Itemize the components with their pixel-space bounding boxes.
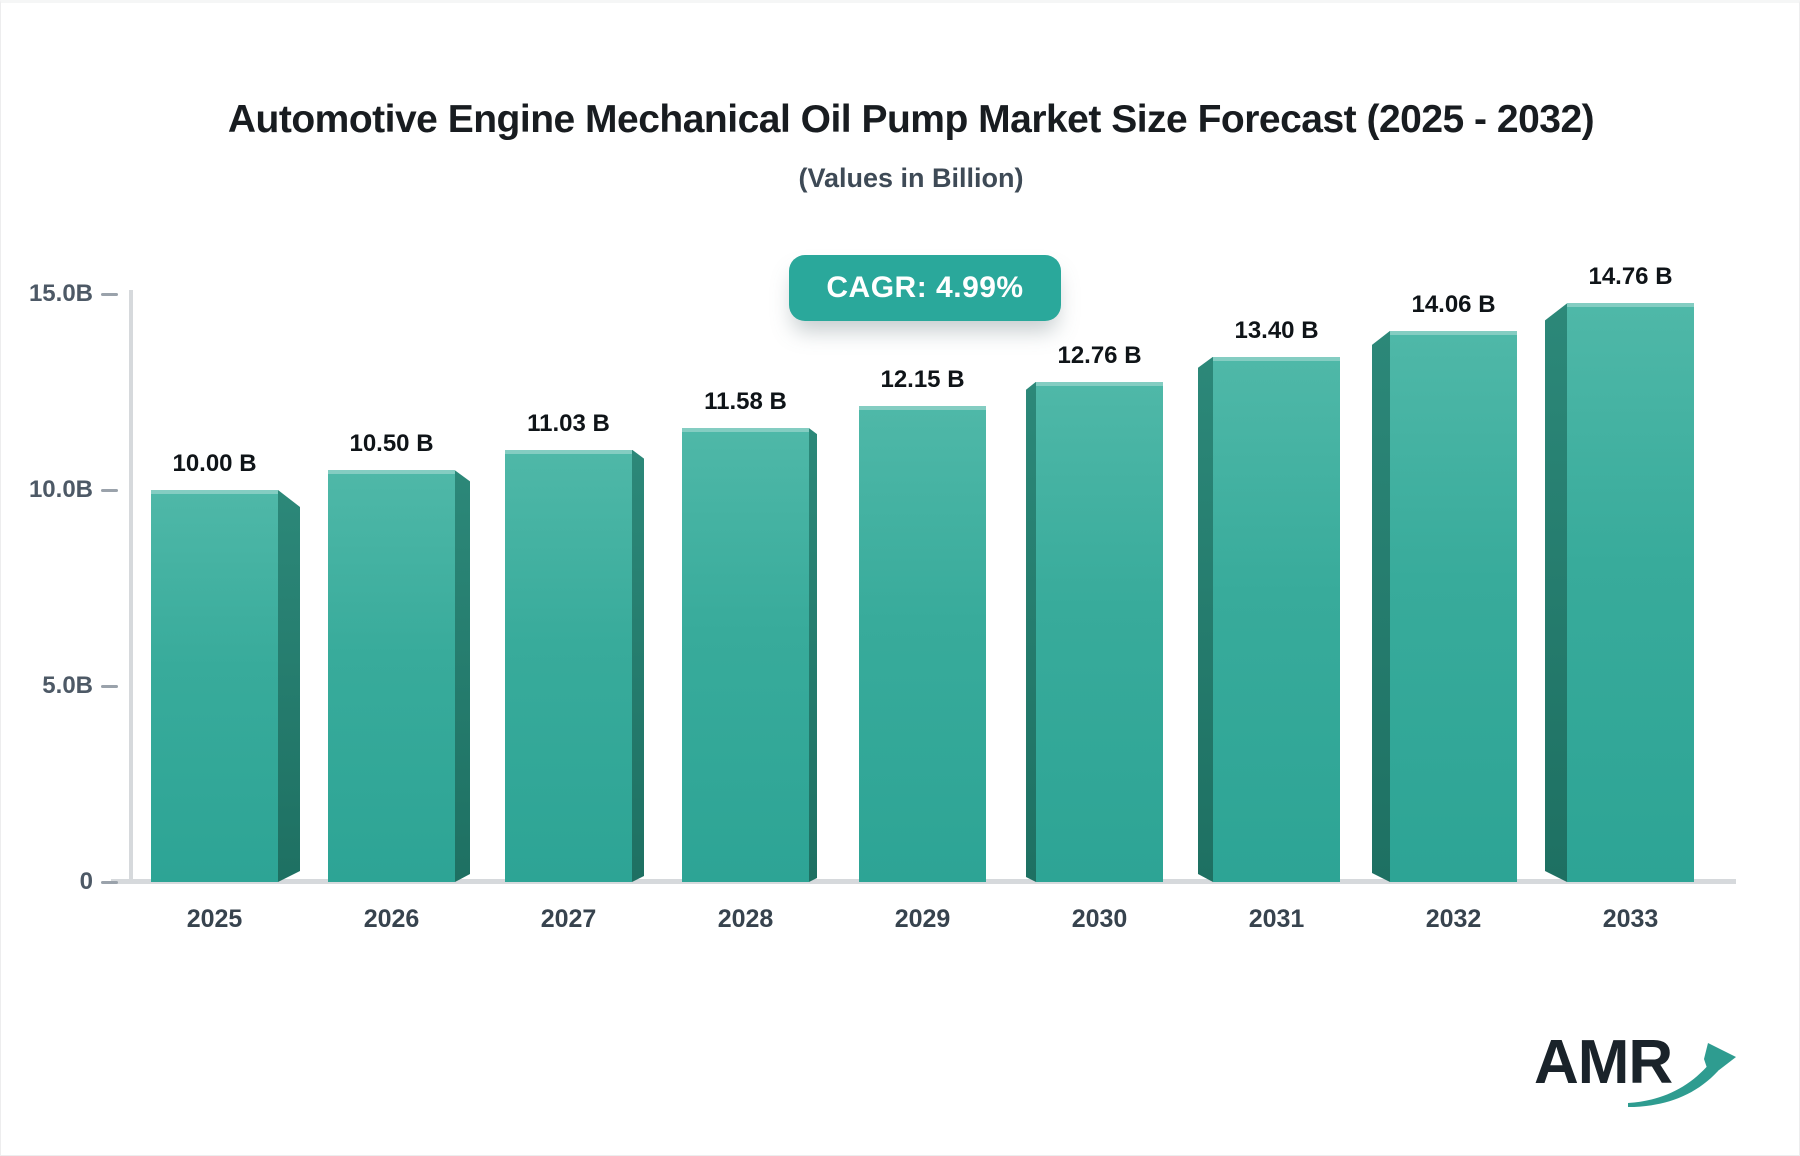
bar-value-label: 10.50 B — [349, 430, 434, 458]
x-axis-label-2030: 2030 — [1071, 905, 1128, 933]
chart-subtitle: (Values in Billion) — [798, 163, 1024, 193]
x-axis-label-2025: 2025 — [186, 905, 243, 933]
bar-top-highlight — [682, 428, 809, 433]
bar-value-label: 14.76 B — [1588, 263, 1673, 291]
y-tick-mark — [101, 880, 118, 884]
x-axis-label-2032: 2032 — [1425, 905, 1482, 933]
bar-2032 — [1390, 330, 1517, 882]
bar-side-2032 — [1372, 331, 1390, 882]
y-tick-mark — [101, 684, 118, 688]
bar-top-highlight — [505, 449, 632, 454]
bar-2026 — [328, 470, 455, 882]
bar-top-highlight — [1036, 381, 1163, 386]
bar-value-label: 13.40 B — [1234, 316, 1319, 344]
y-tick-mark — [101, 292, 118, 296]
bar-2033 — [1567, 303, 1694, 882]
bar-top-highlight — [151, 490, 278, 494]
bar-2028 — [682, 428, 809, 882]
bar-top-highlight — [1390, 330, 1517, 335]
bar-top-highlight — [1567, 303, 1694, 308]
bar-side-2027 — [632, 450, 644, 882]
bar-side-2030 — [1026, 382, 1036, 882]
bar-top-highlight — [328, 470, 455, 475]
bar-side-2026 — [455, 470, 470, 882]
growth-arrow-icon — [1628, 1043, 1736, 1107]
x-axis-label-2029: 2029 — [894, 905, 951, 933]
y-tick-label: 15.0B — [28, 280, 93, 307]
bar-2027 — [505, 449, 632, 882]
bar-2025 — [151, 490, 278, 882]
bar-top-highlight — [859, 405, 986, 410]
x-axis-label-2033: 2033 — [1602, 905, 1659, 933]
bar-side-2031 — [1198, 357, 1213, 882]
y-tick-mark — [101, 488, 118, 492]
bar-value-label: 12.15 B — [880, 365, 965, 393]
x-axis-label-2026: 2026 — [363, 905, 420, 933]
bar-2029 — [859, 405, 986, 882]
bar-value-label: 14.06 B — [1411, 290, 1496, 318]
bar-top-highlight — [1213, 356, 1340, 361]
y-tick-label: 5.0B — [42, 672, 93, 699]
x-axis-label-2027: 2027 — [540, 905, 597, 933]
bar-2031 — [1213, 356, 1340, 882]
y-axis-line — [129, 290, 133, 884]
bar-value-label: 10.00 B — [172, 450, 257, 477]
bar-side-2028 — [809, 428, 817, 882]
chart-title: Automotive Engine Mechanical Oil Pump Ma… — [227, 98, 1595, 141]
y-tick-label: 10.0B — [28, 476, 93, 503]
cagr-badge: CAGR: 4.99% — [789, 255, 1061, 321]
bar-side-2025 — [278, 490, 300, 882]
bar-value-label: 11.03 B — [527, 409, 610, 437]
bar-value-label: 12.76 B — [1057, 341, 1142, 369]
bar-side-2033 — [1545, 303, 1567, 882]
amr-logo-text: AMR — [1534, 1028, 1673, 1097]
x-axis-label-2031: 2031 — [1248, 905, 1305, 933]
bar-2030 — [1036, 381, 1163, 882]
y-tick-label: 0 — [79, 868, 93, 895]
amr-logo: AMR — [1534, 1028, 1744, 1123]
bar-value-label: 11.58 B — [704, 388, 787, 416]
x-axis-label-2028: 2028 — [717, 905, 774, 933]
